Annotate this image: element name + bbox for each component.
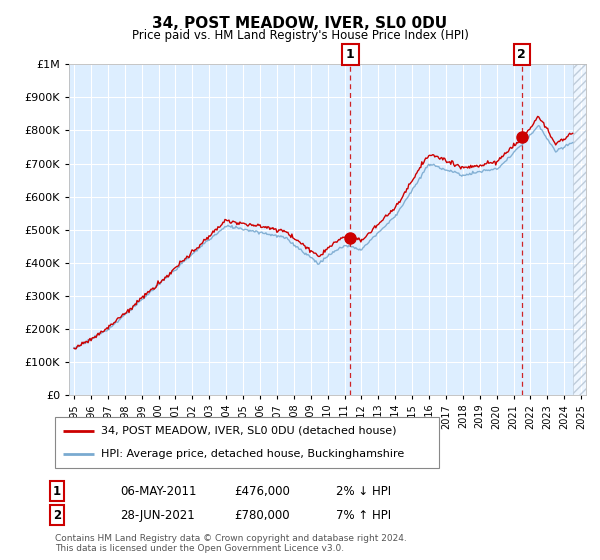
Text: Contains HM Land Registry data © Crown copyright and database right 2024.
This d: Contains HM Land Registry data © Crown c…: [55, 534, 407, 553]
Text: £476,000: £476,000: [234, 484, 290, 498]
Text: Price paid vs. HM Land Registry's House Price Index (HPI): Price paid vs. HM Land Registry's House …: [131, 29, 469, 42]
Text: 28-JUN-2021: 28-JUN-2021: [120, 508, 195, 522]
Text: 06-MAY-2011: 06-MAY-2011: [120, 484, 197, 498]
Text: 34, POST MEADOW, IVER, SL0 0DU (detached house): 34, POST MEADOW, IVER, SL0 0DU (detached…: [101, 426, 397, 436]
Text: 34, POST MEADOW, IVER, SL0 0DU: 34, POST MEADOW, IVER, SL0 0DU: [152, 16, 448, 31]
Text: HPI: Average price, detached house, Buckinghamshire: HPI: Average price, detached house, Buck…: [101, 449, 404, 459]
Text: 1: 1: [346, 48, 355, 61]
Text: 2: 2: [53, 508, 61, 522]
Text: £780,000: £780,000: [234, 508, 290, 522]
Text: 7% ↑ HPI: 7% ↑ HPI: [336, 508, 391, 522]
Text: 2: 2: [517, 48, 526, 61]
Text: 1: 1: [53, 484, 61, 498]
Text: 2% ↓ HPI: 2% ↓ HPI: [336, 484, 391, 498]
Bar: [572, 64, 586, 395]
Bar: [572, 64, 586, 395]
